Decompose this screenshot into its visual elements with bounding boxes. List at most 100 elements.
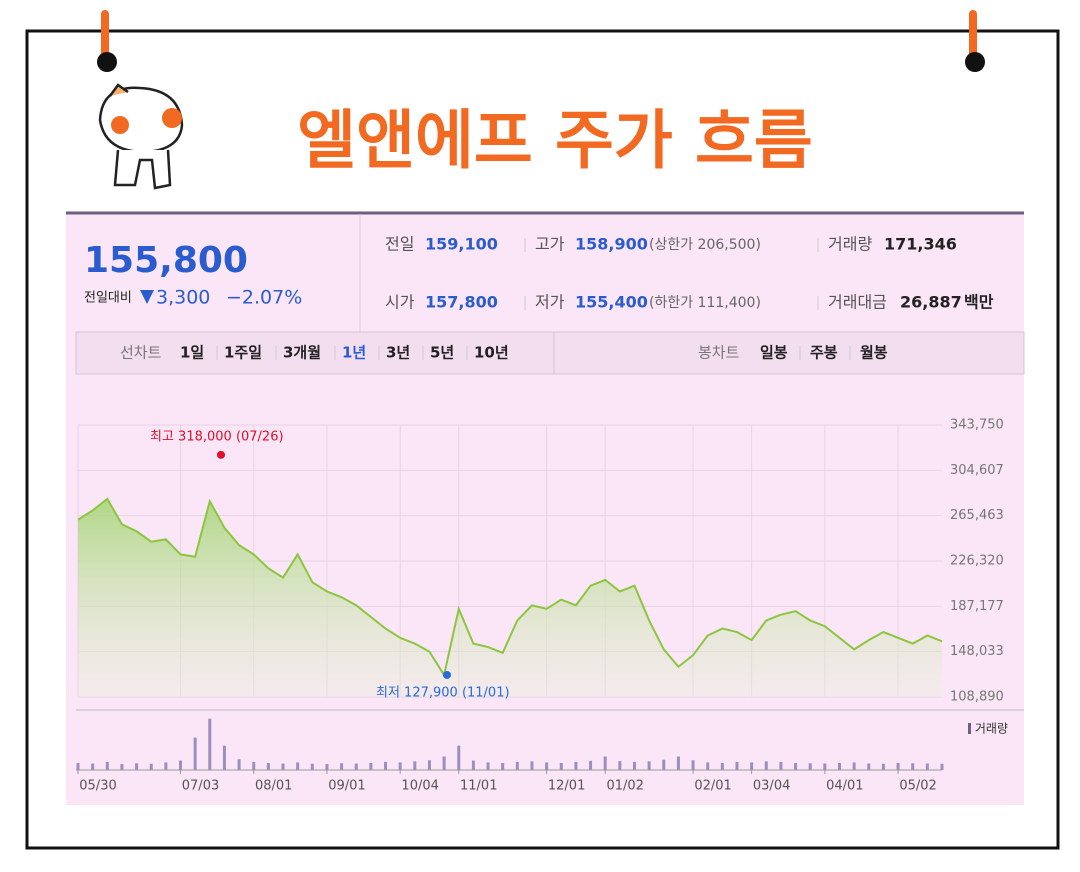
volume-bar [530,761,534,770]
volume-bar [779,761,783,770]
volume-bar [852,762,856,770]
volume-bar [750,762,754,770]
stat-label: 저가 [535,293,565,312]
volume-bar [735,761,739,770]
clip [101,10,109,58]
stat-note: (하한가 111,400) [649,295,761,311]
volume-bar [764,761,768,770]
volume-bar [296,762,300,770]
x-tick-label: 07/03 [182,779,219,794]
y-tick-label: 108,890 [950,690,1004,705]
x-tick-label: 01/02 [606,779,643,794]
volume-bar [384,761,388,770]
stat-label: 고가 [535,235,565,254]
tab[interactable]: 10년 [474,344,509,362]
x-tick-label: 12/01 [548,779,585,794]
volume-bar [91,763,95,770]
x-tick-label: 03/04 [753,779,790,794]
volume-bar [193,737,197,770]
volume-bar [222,745,226,770]
annotation: 최저 127,900 (11/01) [376,685,510,700]
volume-bar [164,762,168,770]
volume-bar [515,761,519,770]
y-tick-label: 187,177 [950,599,1004,614]
volume-bar [647,761,651,770]
x-tick-label: 05/02 [899,779,936,794]
stat-label: 거래량 [828,235,872,254]
tab[interactable]: 3년 [386,344,410,362]
volume-bar [618,761,622,770]
annotation-dot [217,450,225,459]
tab[interactable]: 주봉 [810,344,838,362]
y-tick-label: 226,320 [950,554,1004,569]
stat-note: 백만 [964,293,994,312]
volume-bar [823,763,827,770]
clip [969,10,977,58]
tab[interactable]: 1주일 [224,344,262,362]
panel [66,212,1024,805]
volume-bar [501,762,505,770]
volume-bar [252,761,256,770]
down-icon [140,290,154,304]
tab[interactable]: 월봉 [860,344,888,362]
annotation-dot [443,670,451,679]
stat-value: 157,800 [425,293,498,312]
tab[interactable]: 5년 [430,344,454,362]
stat-label: 전일 [385,235,414,254]
stat-value: 159,100 [425,235,498,254]
tab[interactable]: 일봉 [760,344,788,362]
tab[interactable]: 1년 [342,344,366,362]
x-tick-label: 10/04 [401,779,438,794]
change: 3,300 [156,287,210,309]
clip-hole [965,52,985,72]
volume-bar [105,761,109,770]
volume-bar [325,764,329,770]
volume-bar [457,745,461,770]
stat-value: 171,346 [884,235,957,254]
volume-bar [398,762,402,770]
y-tick-label: 343,750 [950,418,1004,433]
volume-bar [471,760,475,770]
stat-label: 시가 [385,293,415,312]
volume-bar [808,763,812,770]
tab[interactable]: 3개월 [283,344,321,362]
stat-value: 158,900 [575,235,648,254]
stat-value: 26,887 [900,293,962,312]
price: 155,800 [84,240,248,281]
volume-legend: 거래량 [975,722,1008,736]
volume-bar [340,763,344,770]
volume-bar [120,764,124,770]
volume-bar [837,762,841,770]
volume-bar [794,762,798,770]
volume-bar [310,763,314,770]
tab-caption: 봉차트 [698,344,740,362]
stat-note: (상한가 206,500) [649,237,761,253]
x-tick-label: 02/01 [694,779,731,794]
volume-bar [574,761,578,770]
stat-value: 155,400 [575,293,648,312]
volume-bar [237,759,241,770]
volume-bar [589,760,593,770]
cat-icon [98,83,184,190]
volume-bar [369,762,373,770]
y-tick-label: 304,607 [950,463,1004,478]
change-caption: 전일대비 [84,291,132,306]
volume-bar [413,761,417,770]
page-title: 엘앤에프 주가 흐름 [297,105,813,179]
volume-bar [354,763,358,770]
change-rate: −2.07% [226,287,302,309]
volume-bar [632,761,636,770]
x-tick-label: 04/01 [826,779,863,794]
volume-bar [281,763,285,770]
volume-bar [266,762,270,770]
volume-bar [662,759,666,770]
volume-bar [76,762,80,770]
tab[interactable]: 1일 [180,344,204,362]
x-tick-label: 08/01 [255,779,292,794]
stat-label: 거래대금 [828,293,887,312]
volume-bar [208,718,212,770]
x-tick-label: 09/01 [328,779,365,794]
volume-bar [603,756,607,770]
area [78,498,942,697]
